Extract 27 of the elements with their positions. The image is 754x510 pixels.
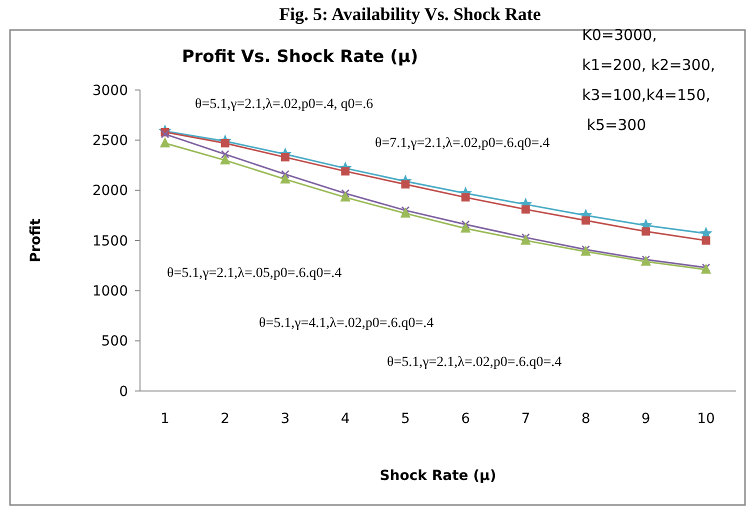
- annotation: θ=5.1,γ=2.1,λ=.02,p0=.6.q0=.4: [387, 355, 562, 370]
- y-tick-label: 1500: [92, 233, 128, 250]
- x-axis-title: Shock Rate (μ): [380, 468, 496, 484]
- annotation: θ=5.1,γ=4.1,λ=.02,p0=.6.q0=.4: [259, 316, 434, 331]
- y-tick-label: 2500: [92, 133, 128, 150]
- x-tick-label: 9: [641, 411, 650, 427]
- x-tick-label: 6: [461, 411, 470, 427]
- annotation: θ=5.1,γ=2.1,λ=.02,p0=.4, q0=.6: [195, 97, 374, 112]
- x-tick-label: 5: [400, 411, 410, 427]
- y-tick-label: 500: [101, 334, 128, 350]
- y-tick-label: 1000: [92, 284, 128, 300]
- x-tick-label: 8: [581, 411, 590, 427]
- chart-title: Profit Vs. Shock Rate (μ): [182, 47, 418, 67]
- x-tick-label: 7: [521, 411, 530, 427]
- x-tick-label: 10: [697, 411, 715, 427]
- annotation: θ=5.1,γ=2.1,λ=.05,p0=.6.q0=.4: [167, 266, 342, 281]
- x-tick-label: 4: [340, 411, 350, 427]
- y-axis-title: Profit: [28, 218, 44, 262]
- x-tick-label: 2: [220, 411, 230, 427]
- x-tick-label: 3: [280, 411, 290, 427]
- caption: Fig. 5: Availability Vs. Shock Rate: [279, 4, 541, 24]
- y-tick-label: 3000: [92, 82, 128, 99]
- y-tick-label: 0: [119, 384, 128, 400]
- annotation: θ=7.1,γ=2.1,λ=.02,p0=.6.q0=.4: [375, 136, 550, 151]
- x-tick-label: 1: [160, 411, 170, 427]
- y-tick-label: 2000: [92, 183, 128, 200]
- annotation: K0=3000, k1=200, k2=300, k3=100,k4=150, k5=300: [582, 26, 716, 134]
